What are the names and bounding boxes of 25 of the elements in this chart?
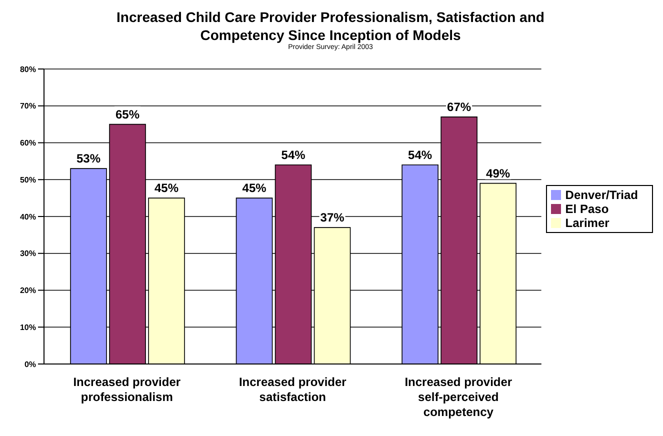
x-tick-label: Increased provider satisfaction — [238, 375, 347, 404]
data-label: 37% — [320, 210, 345, 225]
y-tick-label: 0% — [24, 360, 36, 369]
data-label: 54% — [281, 148, 306, 162]
x-tick-label: Increased provider self-perceived competency — [404, 375, 512, 419]
y-tick-label: 80% — [20, 64, 36, 74]
data-label: 45% — [154, 181, 179, 196]
data-label: 67% — [447, 100, 472, 114]
y-tick-label: 50% — [20, 175, 36, 184]
legend-label: Larimer — [565, 216, 610, 230]
data-label: 45% — [242, 181, 267, 196]
y-tick-label: 40% — [20, 212, 36, 222]
y-tick-label: 30% — [20, 249, 36, 258]
data-label: 54% — [408, 148, 432, 162]
data-label: 49% — [486, 166, 510, 180]
y-tick-label: 10% — [20, 322, 36, 332]
x-tick-label: Increased provider professionalism — [73, 375, 181, 404]
legend-label: El Paso — [565, 202, 609, 216]
data-label: 53% — [76, 152, 101, 166]
data-label: 65% — [116, 107, 140, 122]
y-tick-label: 20% — [20, 286, 36, 296]
legend-label: Denver/Triad — [565, 188, 638, 202]
chart-title: Increased Child Care Provider Professionalism, Satisfaction and Competency Since Inception of Models — [116, 8, 546, 44]
y-tick-label: 60% — [20, 138, 36, 148]
y-tick-label: 70% — [20, 102, 36, 111]
